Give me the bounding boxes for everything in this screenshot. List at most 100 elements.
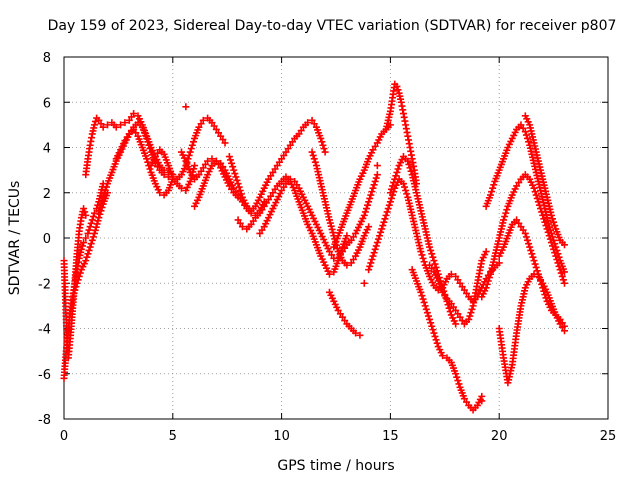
series-arc-21 (478, 171, 568, 301)
data-point-interp (87, 219, 95, 227)
y-tick-label: -6 (38, 368, 51, 383)
data-point-interp (377, 228, 385, 236)
data-point-interp (558, 272, 566, 280)
data-point-interp (423, 309, 431, 317)
data-point (95, 214, 103, 222)
data-point (534, 270, 542, 278)
data-point (373, 171, 381, 179)
data-point-interp (387, 194, 395, 202)
data-point-interp (468, 305, 476, 313)
data-point-interp (96, 203, 104, 211)
data-point-interp (81, 208, 89, 216)
data-point (421, 302, 429, 310)
data-point-interp (433, 339, 441, 347)
data-point-interp (100, 190, 108, 198)
data-point (304, 119, 312, 127)
data-point-interp (390, 188, 398, 196)
data-point-interp (540, 287, 548, 295)
data-point (325, 270, 333, 278)
data-point-interp (420, 298, 428, 306)
data-point-interp (446, 308, 454, 316)
data-point-interp (371, 245, 379, 253)
data-point (500, 216, 508, 224)
data-point (286, 175, 294, 183)
data-point (382, 211, 390, 219)
x-tick-label: 5 (169, 429, 177, 444)
data-point (234, 180, 242, 188)
data-point (430, 329, 438, 337)
series-arc-24 (495, 216, 568, 330)
data-marks (60, 80, 568, 414)
data-point (447, 270, 455, 278)
data-point-interp (406, 164, 414, 172)
y-tick-label: -2 (38, 277, 51, 292)
data-point-interp (231, 170, 239, 178)
data-point (547, 229, 555, 237)
data-point-interp (319, 141, 327, 149)
data-point-interp (101, 186, 109, 194)
data-point-interp (328, 225, 336, 233)
data-point-interp (326, 219, 334, 227)
data-point-interp (376, 232, 384, 240)
data-point-interp (83, 253, 91, 261)
data-point (526, 243, 534, 251)
data-point-interp (364, 201, 372, 209)
data-point-interp (525, 240, 533, 248)
data-point-interp (311, 158, 319, 166)
data-point-interp (490, 181, 498, 189)
data-point-interp (418, 251, 426, 259)
data-point-interp (371, 177, 379, 185)
series-arc-10 (225, 116, 329, 215)
data-point (80, 239, 88, 247)
data-point-interp (385, 201, 393, 209)
data-point (84, 229, 92, 237)
data-point-interp (237, 190, 245, 198)
data-point-interp (232, 173, 240, 181)
data-point (90, 209, 98, 217)
series-arc-7 (147, 114, 229, 183)
data-point (238, 223, 246, 231)
data-point (552, 243, 560, 251)
data-point (143, 134, 151, 142)
data-point (208, 155, 216, 163)
data-point-interp (367, 259, 375, 267)
data-point-interp (545, 220, 553, 228)
data-point-interp (74, 276, 82, 284)
series-arc-5 (95, 119, 199, 215)
data-point (521, 229, 529, 237)
data-point (117, 121, 125, 129)
chart-title: Day 159 of 2023, Sidereal Day-to-day VTE… (48, 18, 617, 34)
data-point (99, 193, 107, 201)
axis-ticks: 0 5 10 15 20 25 -8 -6 -4 -2 0 2 4 6 8 (38, 51, 616, 444)
data-point-interp (429, 326, 437, 334)
data-point (317, 134, 325, 142)
data-point-interp (533, 194, 541, 202)
data-point-interp (384, 205, 392, 213)
data-point-interp (372, 242, 380, 250)
data-point-interp (454, 377, 462, 385)
data-point-interp (405, 160, 413, 168)
series-arc-23 (495, 270, 568, 387)
data-point-interp (144, 138, 152, 146)
data-point (325, 216, 333, 224)
data-point-interp (541, 291, 549, 299)
data-point-interp (419, 295, 427, 303)
data-point (547, 211, 555, 219)
data-point (343, 261, 351, 269)
series-arc-4 (82, 110, 177, 179)
data-point (160, 171, 168, 179)
data-point-interp (428, 250, 436, 258)
data-point-interp (531, 260, 539, 268)
series-arc-12 (256, 171, 381, 262)
data-point (186, 177, 194, 185)
data-point-interp (537, 277, 545, 285)
x-tick-label: 15 (382, 429, 399, 444)
data-point-interp (502, 209, 510, 217)
data-point-interp (188, 141, 196, 149)
data-point-interp (489, 184, 497, 192)
data-point (560, 322, 568, 330)
data-point (99, 123, 107, 131)
data-point (360, 211, 368, 219)
data-point-interp (418, 292, 426, 300)
data-point (560, 279, 568, 287)
